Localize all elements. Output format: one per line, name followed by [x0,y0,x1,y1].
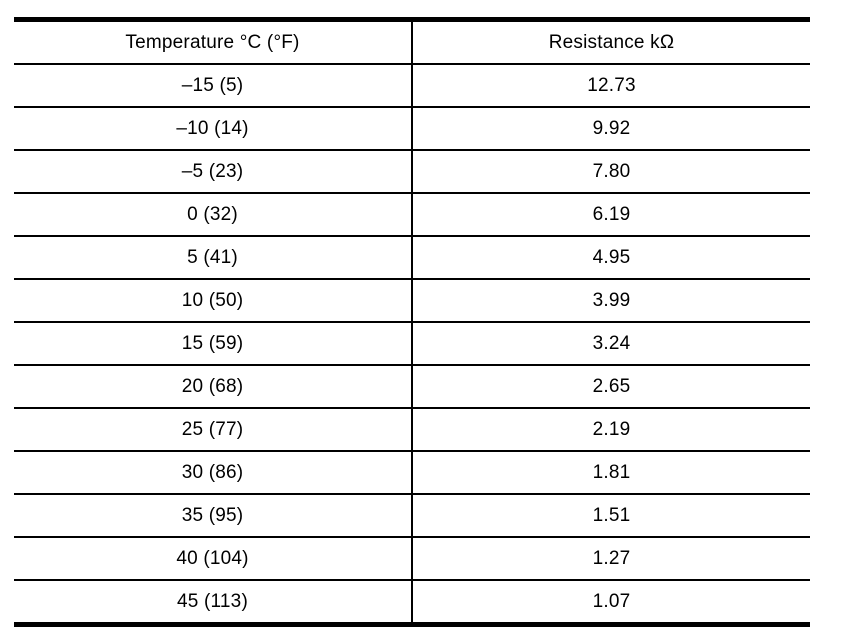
temperature-cell: 15 (59) [14,322,413,365]
resistance-cell: 7.80 [592,160,631,182]
temperature-resistance-table: Temperature °C (°F) Resistance kΩ –15 (5… [14,17,810,627]
resistance-cell: 1.07 [592,590,631,612]
temperature-cell: –5 (23) [14,150,413,193]
resistance-cell: 1.81 [592,461,631,483]
resistance-cell: 4.95 [592,246,631,268]
table-row: –10 (14) 9.92 [14,107,810,150]
table-header: Temperature °C (°F) Resistance kΩ [14,19,810,64]
temperature-cell: 25 (77) [14,408,413,451]
temperature-cell: –10 (14) [14,107,413,150]
header-row: Temperature °C (°F) Resistance kΩ [14,19,810,64]
table-row: 0 (32) 6.19 [14,193,810,236]
table-row: 40 (104) 1.27 [14,537,810,580]
temperature-cell: 45 (113) [14,580,413,625]
table-row: 10 (50) 3.99 [14,279,810,322]
temperature-cell: 20 (68) [14,365,413,408]
table-row: 15 (59) 3.24 [14,322,810,365]
resistance-column-header: Resistance kΩ [548,31,675,53]
resistance-cell: 12.73 [587,74,636,96]
temperature-column-header: Temperature °C (°F) [14,19,413,64]
table-body: –15 (5) 12.73 –10 (14) 9.92 –5 (23) 7.80 0 (32… [14,64,810,625]
table-row: 5 (41) 4.95 [14,236,810,279]
table-row: 20 (68) 2.65 [14,365,810,408]
resistance-cell: 9.92 [592,117,631,139]
table-row: 30 (86) 1.81 [14,451,810,494]
table-row: 35 (95) 1.51 [14,494,810,537]
resistance-cell: 2.19 [592,418,631,440]
resistance-cell: 1.27 [592,547,631,569]
resistance-cell: 2.65 [592,375,631,397]
resistance-cell: 6.19 [592,203,631,225]
temperature-cell: 5 (41) [14,236,413,279]
table-row: 25 (77) 2.19 [14,408,810,451]
table-row: –15 (5) 12.73 [14,64,810,107]
table-row: 45 (113) 1.07 [14,580,810,625]
resistance-cell: 1.51 [592,504,631,526]
temperature-cell: 0 (32) [14,193,413,236]
temperature-cell: 10 (50) [14,279,413,322]
temperature-resistance-table-container: Temperature °C (°F) Resistance kΩ –15 (5… [14,17,810,627]
temperature-cell: 35 (95) [14,494,413,537]
temperature-cell: 40 (104) [14,537,413,580]
temperature-cell: –15 (5) [14,64,413,107]
resistance-cell: 3.24 [592,332,631,354]
table-row: –5 (23) 7.80 [14,150,810,193]
resistance-cell: 3.99 [592,289,631,311]
temperature-cell: 30 (86) [14,451,413,494]
